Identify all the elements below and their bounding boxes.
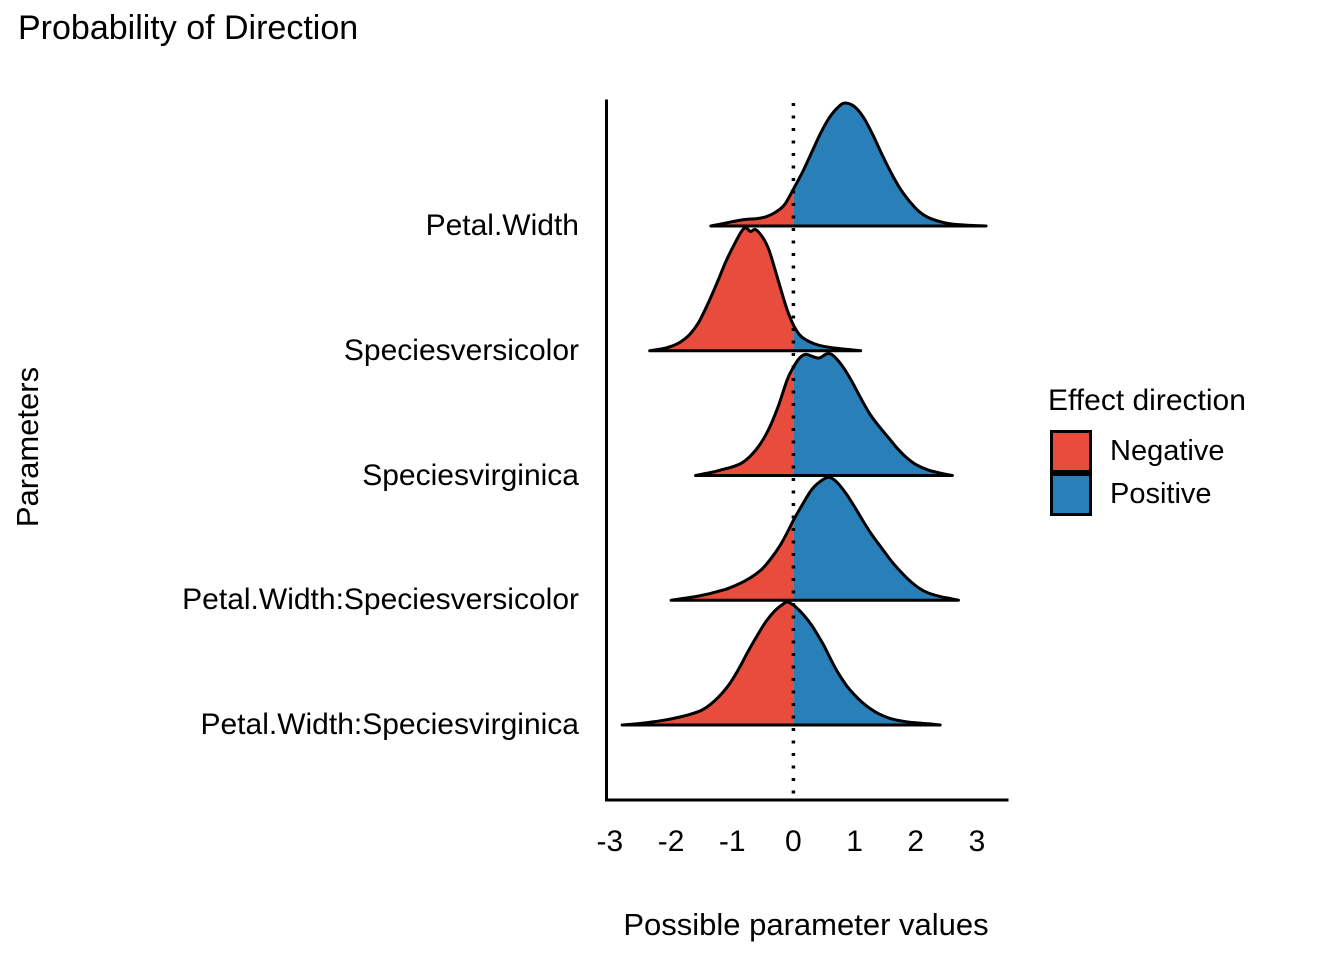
y-axis-title: Parameters — [10, 366, 45, 528]
density-outline-0 — [709, 101, 988, 228]
density-fill-negative-0 — [710, 189, 794, 226]
x-tick-label--2: -2 — [657, 825, 685, 858]
y-axis-label-0: Petal.Width — [425, 209, 579, 242]
x-tick-label-3: 3 — [968, 825, 986, 858]
density-fill-negative-3 — [671, 520, 794, 601]
density-outline-1 — [648, 226, 863, 353]
x-tick-label--1: -1 — [718, 825, 746, 858]
density-fill-positive-2 — [793, 353, 953, 476]
plot-title: Probability of Direction — [18, 9, 359, 47]
x-tick-label--3: -3 — [596, 825, 624, 858]
legend: Negative Positive — [1050, 430, 1224, 516]
x-axis-title: Possible parameter values — [623, 907, 989, 942]
y-axis-label-3: Petal.Width:Speciesversicolor — [182, 583, 579, 617]
x-tick-label-2: 2 — [907, 825, 925, 858]
density-fill-negative-1 — [649, 227, 794, 351]
axis-lines — [605, 99, 1009, 802]
density-fill-positive-1 — [793, 324, 861, 351]
density-fill-negative-2 — [695, 367, 794, 476]
legend-item-negative: Negative — [1050, 430, 1224, 473]
density-fill-negative-4 — [622, 601, 794, 725]
legend-title: Effect direction — [1048, 384, 1246, 417]
y-axis-label-1: Speciesversicolor — [343, 333, 579, 367]
density-fill-positive-4 — [793, 605, 941, 725]
density-fill-positive-3 — [793, 477, 959, 601]
legend-label-positive: Positive — [1110, 478, 1212, 510]
legend-item-positive: Positive — [1050, 473, 1224, 516]
density-outline-2 — [694, 352, 954, 477]
density-outline-3 — [669, 475, 961, 602]
legend-key-positive — [1050, 473, 1092, 516]
legend-label-negative: Negative — [1110, 435, 1225, 467]
density-fill-positive-0 — [793, 102, 987, 226]
y-axis-label-4: Petal.Width:Speciesvirginica — [200, 708, 579, 741]
legend-key-negative — [1050, 430, 1092, 473]
x-tick-label-0: 0 — [785, 825, 802, 858]
density-outline-4 — [620, 600, 942, 727]
y-axis-label-2: Speciesvirginica — [362, 458, 579, 492]
x-tick-label-1: 1 — [846, 825, 863, 858]
